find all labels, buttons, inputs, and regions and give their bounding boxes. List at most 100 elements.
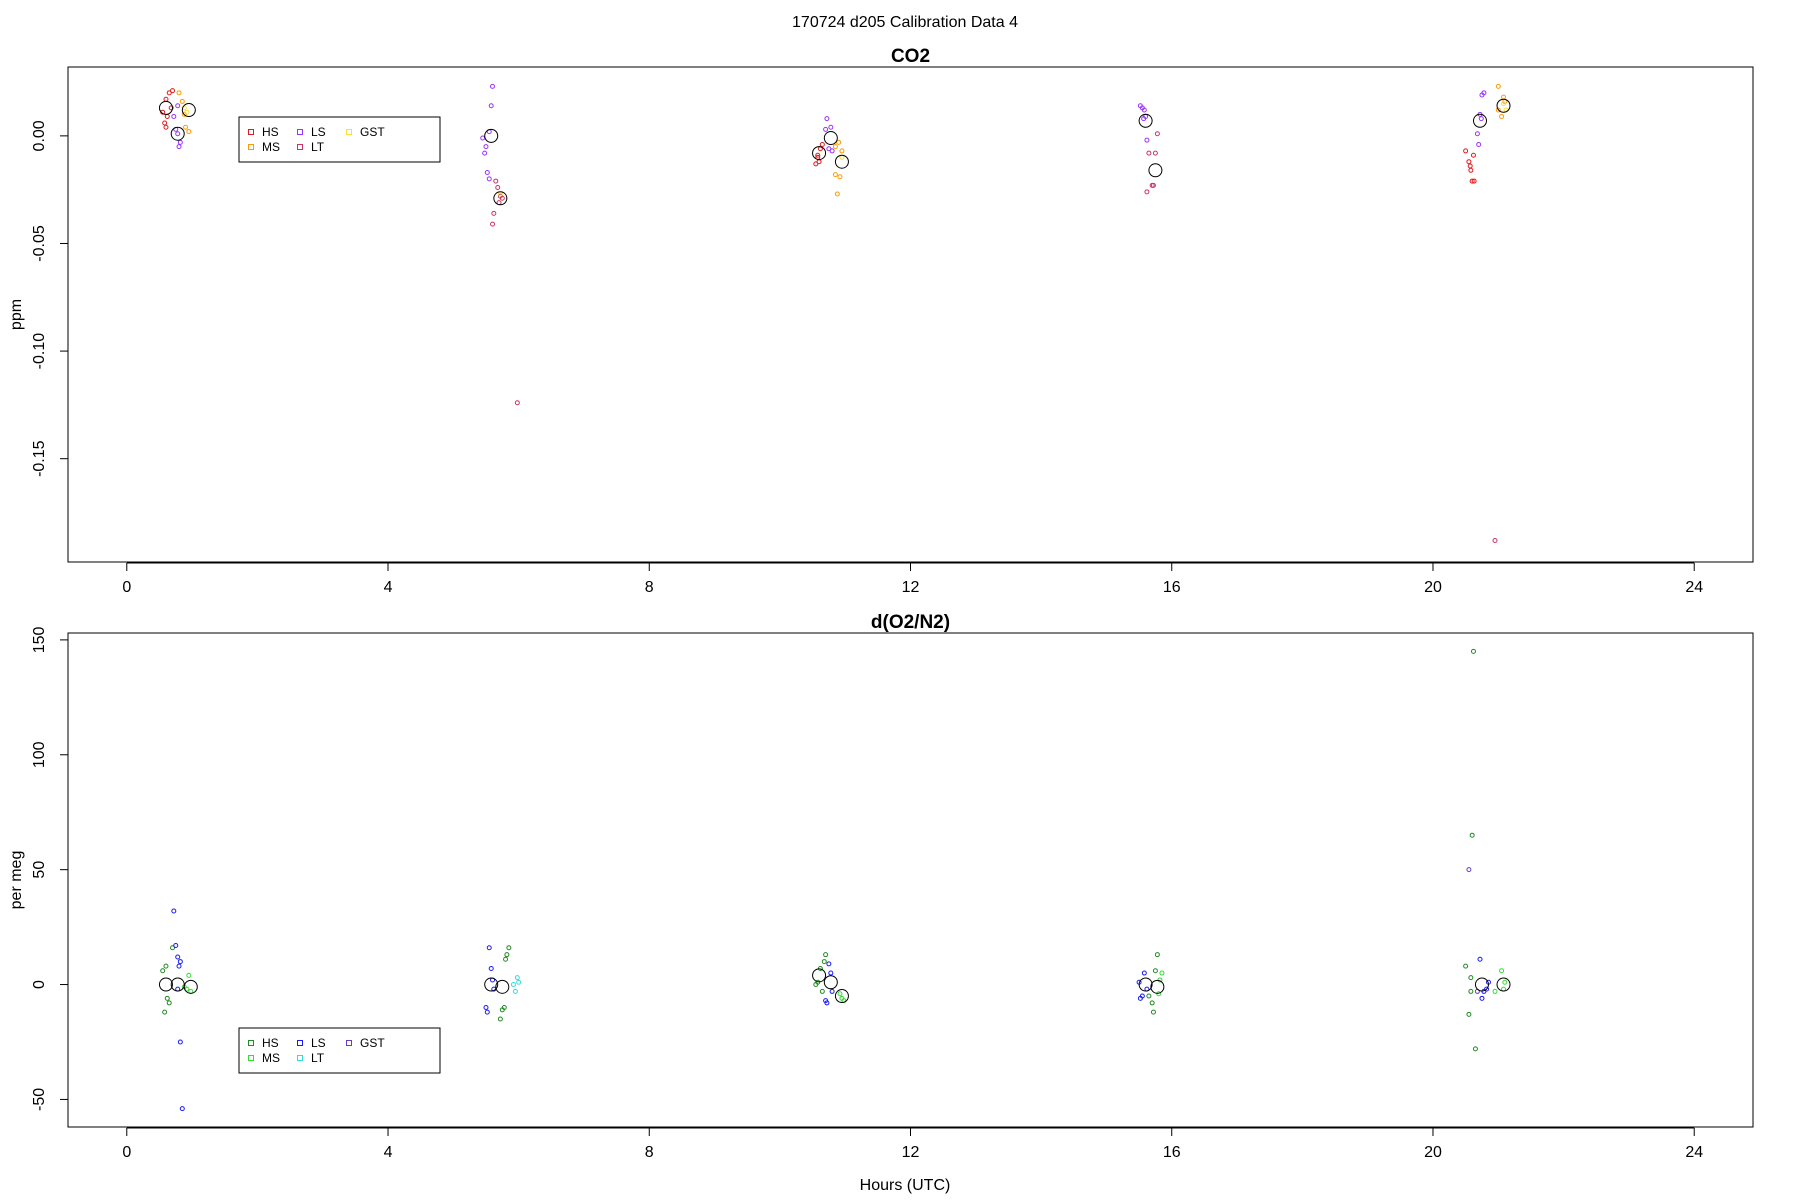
data-point	[480, 135, 486, 141]
data-point	[162, 120, 168, 126]
data-point	[1466, 867, 1472, 873]
data-point	[839, 154, 845, 160]
data-point	[160, 968, 166, 974]
legend-swatch	[297, 144, 303, 150]
data-point	[1154, 952, 1160, 958]
data-point	[1495, 107, 1501, 113]
mean-point	[823, 131, 838, 146]
mean-point	[484, 977, 499, 992]
data-point	[506, 945, 512, 951]
mean-point	[834, 989, 849, 1004]
data-point	[1499, 968, 1505, 974]
y-tick-label: 50	[31, 861, 48, 879]
mean-point	[1474, 977, 1489, 992]
y-tick-label: 150	[31, 626, 48, 653]
data-point	[495, 185, 501, 191]
data-point	[1466, 159, 1472, 165]
x-tick-label: 0	[122, 1144, 131, 1161]
data-point	[1150, 1009, 1156, 1015]
data-point	[1470, 152, 1476, 158]
data-point	[163, 124, 169, 130]
legend-swatch	[297, 1055, 303, 1061]
legend-label-lt: LT	[311, 140, 325, 154]
data-point	[1141, 116, 1147, 122]
data-point	[1146, 993, 1152, 999]
data-point	[499, 195, 505, 201]
mean-point	[1496, 977, 1511, 992]
data-point	[164, 114, 170, 119]
data-point	[1470, 648, 1476, 654]
data-point	[163, 96, 169, 102]
data-point	[483, 1005, 489, 1011]
y-tick-label: 100	[31, 741, 48, 768]
legend-swatch	[346, 129, 352, 135]
data-point	[1477, 956, 1483, 962]
legend-swatch	[248, 1040, 254, 1046]
data-point	[186, 129, 192, 135]
data-point	[482, 150, 488, 156]
data-point	[179, 98, 185, 104]
data-point	[162, 1009, 168, 1015]
data-point	[1501, 94, 1507, 100]
data-point	[824, 1000, 830, 1006]
series-ls	[171, 83, 1487, 182]
x-tick-label: 24	[1685, 579, 1703, 596]
x-tick-label: 20	[1424, 1144, 1442, 1161]
data-point	[1499, 114, 1505, 119]
legend-swatch	[248, 144, 254, 150]
data-point	[177, 959, 183, 965]
legend-label-ms: MS	[262, 1051, 280, 1065]
y-tick-label: 0.00	[31, 120, 48, 151]
series-lt	[490, 131, 1498, 543]
y-tick-label: -0.10	[31, 333, 48, 370]
data-point	[169, 88, 175, 94]
data-point	[1144, 189, 1150, 195]
panel-title: d(O2/N2)	[871, 612, 950, 633]
data-point	[176, 144, 182, 150]
data-point	[823, 952, 829, 958]
data-point	[1468, 975, 1474, 981]
series-ms	[181, 968, 1508, 1004]
data-point	[815, 152, 821, 158]
data-point	[1467, 163, 1473, 169]
data-point	[1144, 137, 1150, 143]
data-point	[1492, 988, 1498, 994]
legend-label-hs: HS	[262, 1036, 279, 1050]
series-gst	[1466, 867, 1480, 994]
data-point	[514, 400, 520, 406]
x-tick-label: 8	[645, 579, 654, 596]
data-point	[1466, 1011, 1472, 1017]
series-ls	[171, 908, 1491, 1112]
data-point	[176, 963, 182, 969]
data-point	[504, 952, 510, 958]
data-point	[488, 965, 494, 971]
data-point	[1495, 83, 1501, 89]
data-point	[821, 959, 827, 965]
mean-point	[812, 146, 827, 161]
data-point	[826, 961, 832, 967]
panel-title: CO2	[891, 46, 930, 67]
data-point	[1141, 970, 1147, 976]
y-axis-label: per meg	[8, 851, 25, 910]
data-point	[829, 988, 835, 994]
mean-markers	[158, 98, 1511, 206]
data-point	[824, 116, 830, 122]
data-point	[486, 176, 492, 182]
data-point	[1478, 116, 1484, 122]
series-lt	[510, 975, 522, 994]
data-point	[177, 1039, 183, 1045]
data-point	[490, 221, 496, 227]
figure-title: 170724 d205 Calibration Data 4	[792, 14, 1018, 31]
data-point	[183, 124, 189, 130]
data-point	[175, 954, 181, 960]
legend-label-ms: MS	[262, 140, 280, 154]
legend-label-ls: LS	[311, 1036, 326, 1050]
data-point	[1474, 131, 1480, 137]
legend-swatch	[297, 1040, 303, 1046]
data-point	[839, 148, 845, 154]
mean-point	[1473, 113, 1488, 128]
data-point	[828, 970, 834, 976]
data-point	[1481, 90, 1487, 96]
